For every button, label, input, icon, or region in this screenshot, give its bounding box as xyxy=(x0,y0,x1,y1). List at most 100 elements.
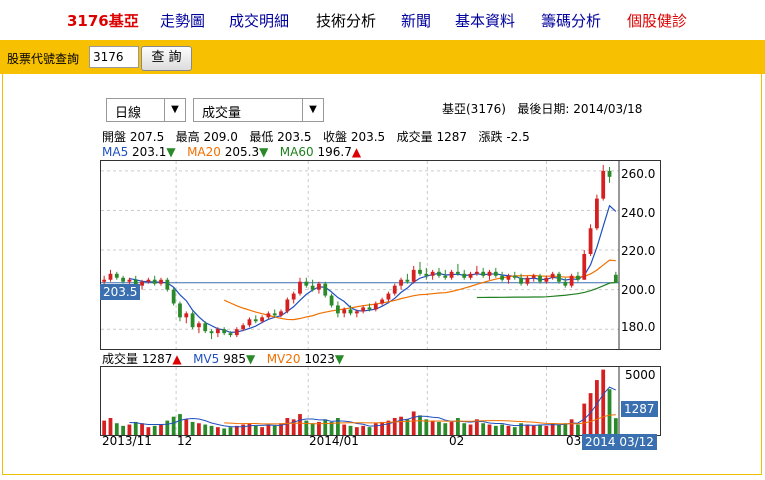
indicator-select-value: 成交量 xyxy=(202,106,242,121)
candle-body xyxy=(519,277,523,284)
candle-body xyxy=(197,323,201,328)
volume-bar xyxy=(424,419,429,435)
current-volume-tag: 1287 xyxy=(621,401,658,417)
ma5-label: MA5 xyxy=(102,145,129,159)
candle-body xyxy=(373,303,378,310)
down-arrow-icon: ▼ xyxy=(166,145,176,159)
volume-bar xyxy=(569,419,574,435)
candle-body xyxy=(215,329,220,334)
volume-bar xyxy=(203,424,208,435)
nav-stock-title[interactable]: 3176基亞 xyxy=(67,12,139,30)
date-tick-label: 2013/11 xyxy=(102,434,152,448)
candle-body xyxy=(209,331,214,334)
mv20-line xyxy=(224,414,616,425)
candle-body xyxy=(569,275,574,286)
nav-fundamentals[interactable]: 基本資料 xyxy=(455,12,516,30)
candle-body xyxy=(531,275,536,278)
candle-body xyxy=(165,279,170,290)
volume-bar xyxy=(493,425,498,435)
candle-body xyxy=(203,323,208,332)
volume-bar xyxy=(209,425,214,435)
volume-bar xyxy=(411,411,416,435)
volume-bar xyxy=(222,428,227,435)
candle-body xyxy=(127,279,132,282)
candle-body xyxy=(456,271,460,274)
candle-body xyxy=(449,271,454,278)
price-chart-svg xyxy=(101,161,620,349)
candle-body xyxy=(576,275,580,280)
volume-bar xyxy=(430,420,435,435)
top-nav: 3176基亞 走勢圖 成交明細 技術分析 新聞 基本資料 籌碼分析 個股健診 xyxy=(0,0,765,38)
volume-bar xyxy=(544,425,549,435)
down-arrow-icon: ▼ xyxy=(334,352,345,366)
volume-bar xyxy=(241,424,246,435)
volume-bar xyxy=(310,423,315,435)
candle-body xyxy=(550,273,555,278)
date-tick-label: 03 xyxy=(566,434,582,448)
price-tick-label: 180.0 xyxy=(621,320,656,334)
candle-body xyxy=(538,275,542,282)
candle-body xyxy=(380,299,385,304)
stock-code-input[interactable] xyxy=(89,46,139,68)
nav-health-check[interactable]: 個股健診 xyxy=(627,12,688,30)
indicator-select[interactable]: 成交量 ▼ xyxy=(193,98,324,122)
nav-chips[interactable]: 籌碼分析 xyxy=(541,12,602,30)
candle-body xyxy=(367,307,372,310)
candle-body xyxy=(443,275,448,278)
volume-bar xyxy=(234,425,239,435)
search-button[interactable]: 查 詢 xyxy=(141,46,192,71)
candle-body xyxy=(114,273,119,278)
candle-body xyxy=(291,293,296,300)
high-label: 最高 xyxy=(175,130,200,144)
current-date-tag: 2014 03/12 xyxy=(582,434,657,450)
stock-header-info: 基亞(3176) 最後日期: 2014/03/18 xyxy=(442,100,642,117)
ma60-value: 196.7 xyxy=(317,145,352,159)
volume-bar xyxy=(525,424,530,435)
candle-body xyxy=(386,293,391,300)
volume-bar xyxy=(260,427,264,435)
nav-technical[interactable]: 技術分析 xyxy=(316,12,377,30)
volume-bar xyxy=(190,421,195,435)
ma20-value: 205.3 xyxy=(224,145,260,159)
candle-body xyxy=(348,309,353,314)
mv5-value: 985 xyxy=(223,352,247,366)
candle-body xyxy=(525,277,530,284)
candle-body xyxy=(342,309,347,314)
volume-bar xyxy=(127,424,132,435)
volume-bar xyxy=(594,380,599,435)
nav-trade-detail[interactable]: 成交明細 xyxy=(229,12,290,30)
candle-body xyxy=(241,325,246,330)
candle-body xyxy=(563,281,568,286)
candle-body xyxy=(298,281,302,294)
candle-body xyxy=(140,281,144,286)
price-tick-label: 260.0 xyxy=(621,167,656,181)
volume-bar xyxy=(405,419,410,435)
mv20-label: MV20 xyxy=(266,352,301,366)
period-select[interactable]: 日線 ▼ xyxy=(106,98,186,122)
volume-bar xyxy=(215,427,220,435)
candle-body xyxy=(424,273,429,276)
ohlc-line: 開盤 207.5 最高 209.0 最低 203.5 收盤 203.5 成交量 … xyxy=(102,128,530,145)
candle-body xyxy=(506,275,511,280)
volume-bar xyxy=(588,393,593,435)
volume-bar xyxy=(133,421,138,435)
nav-news[interactable]: 新聞 xyxy=(401,12,432,30)
volume-bar xyxy=(481,423,486,435)
volume-bar xyxy=(512,427,517,435)
search-label: 股票代號查詢 xyxy=(7,52,80,66)
volume-bar xyxy=(184,419,189,435)
volume-bar xyxy=(373,423,378,435)
mv5-line xyxy=(129,386,617,428)
price-chart[interactable] xyxy=(100,160,661,350)
volume-bar xyxy=(506,425,511,435)
candle-body xyxy=(411,269,416,282)
volume-bar xyxy=(146,427,151,435)
candle-body xyxy=(405,279,410,282)
nav-trend[interactable]: 走勢圖 xyxy=(160,12,206,30)
candle-body xyxy=(399,279,403,286)
candle-body xyxy=(266,313,271,318)
volume-chart[interactable] xyxy=(100,366,661,436)
candle-body xyxy=(228,333,233,336)
ma20-line xyxy=(223,259,616,321)
volume-bar xyxy=(361,425,366,435)
